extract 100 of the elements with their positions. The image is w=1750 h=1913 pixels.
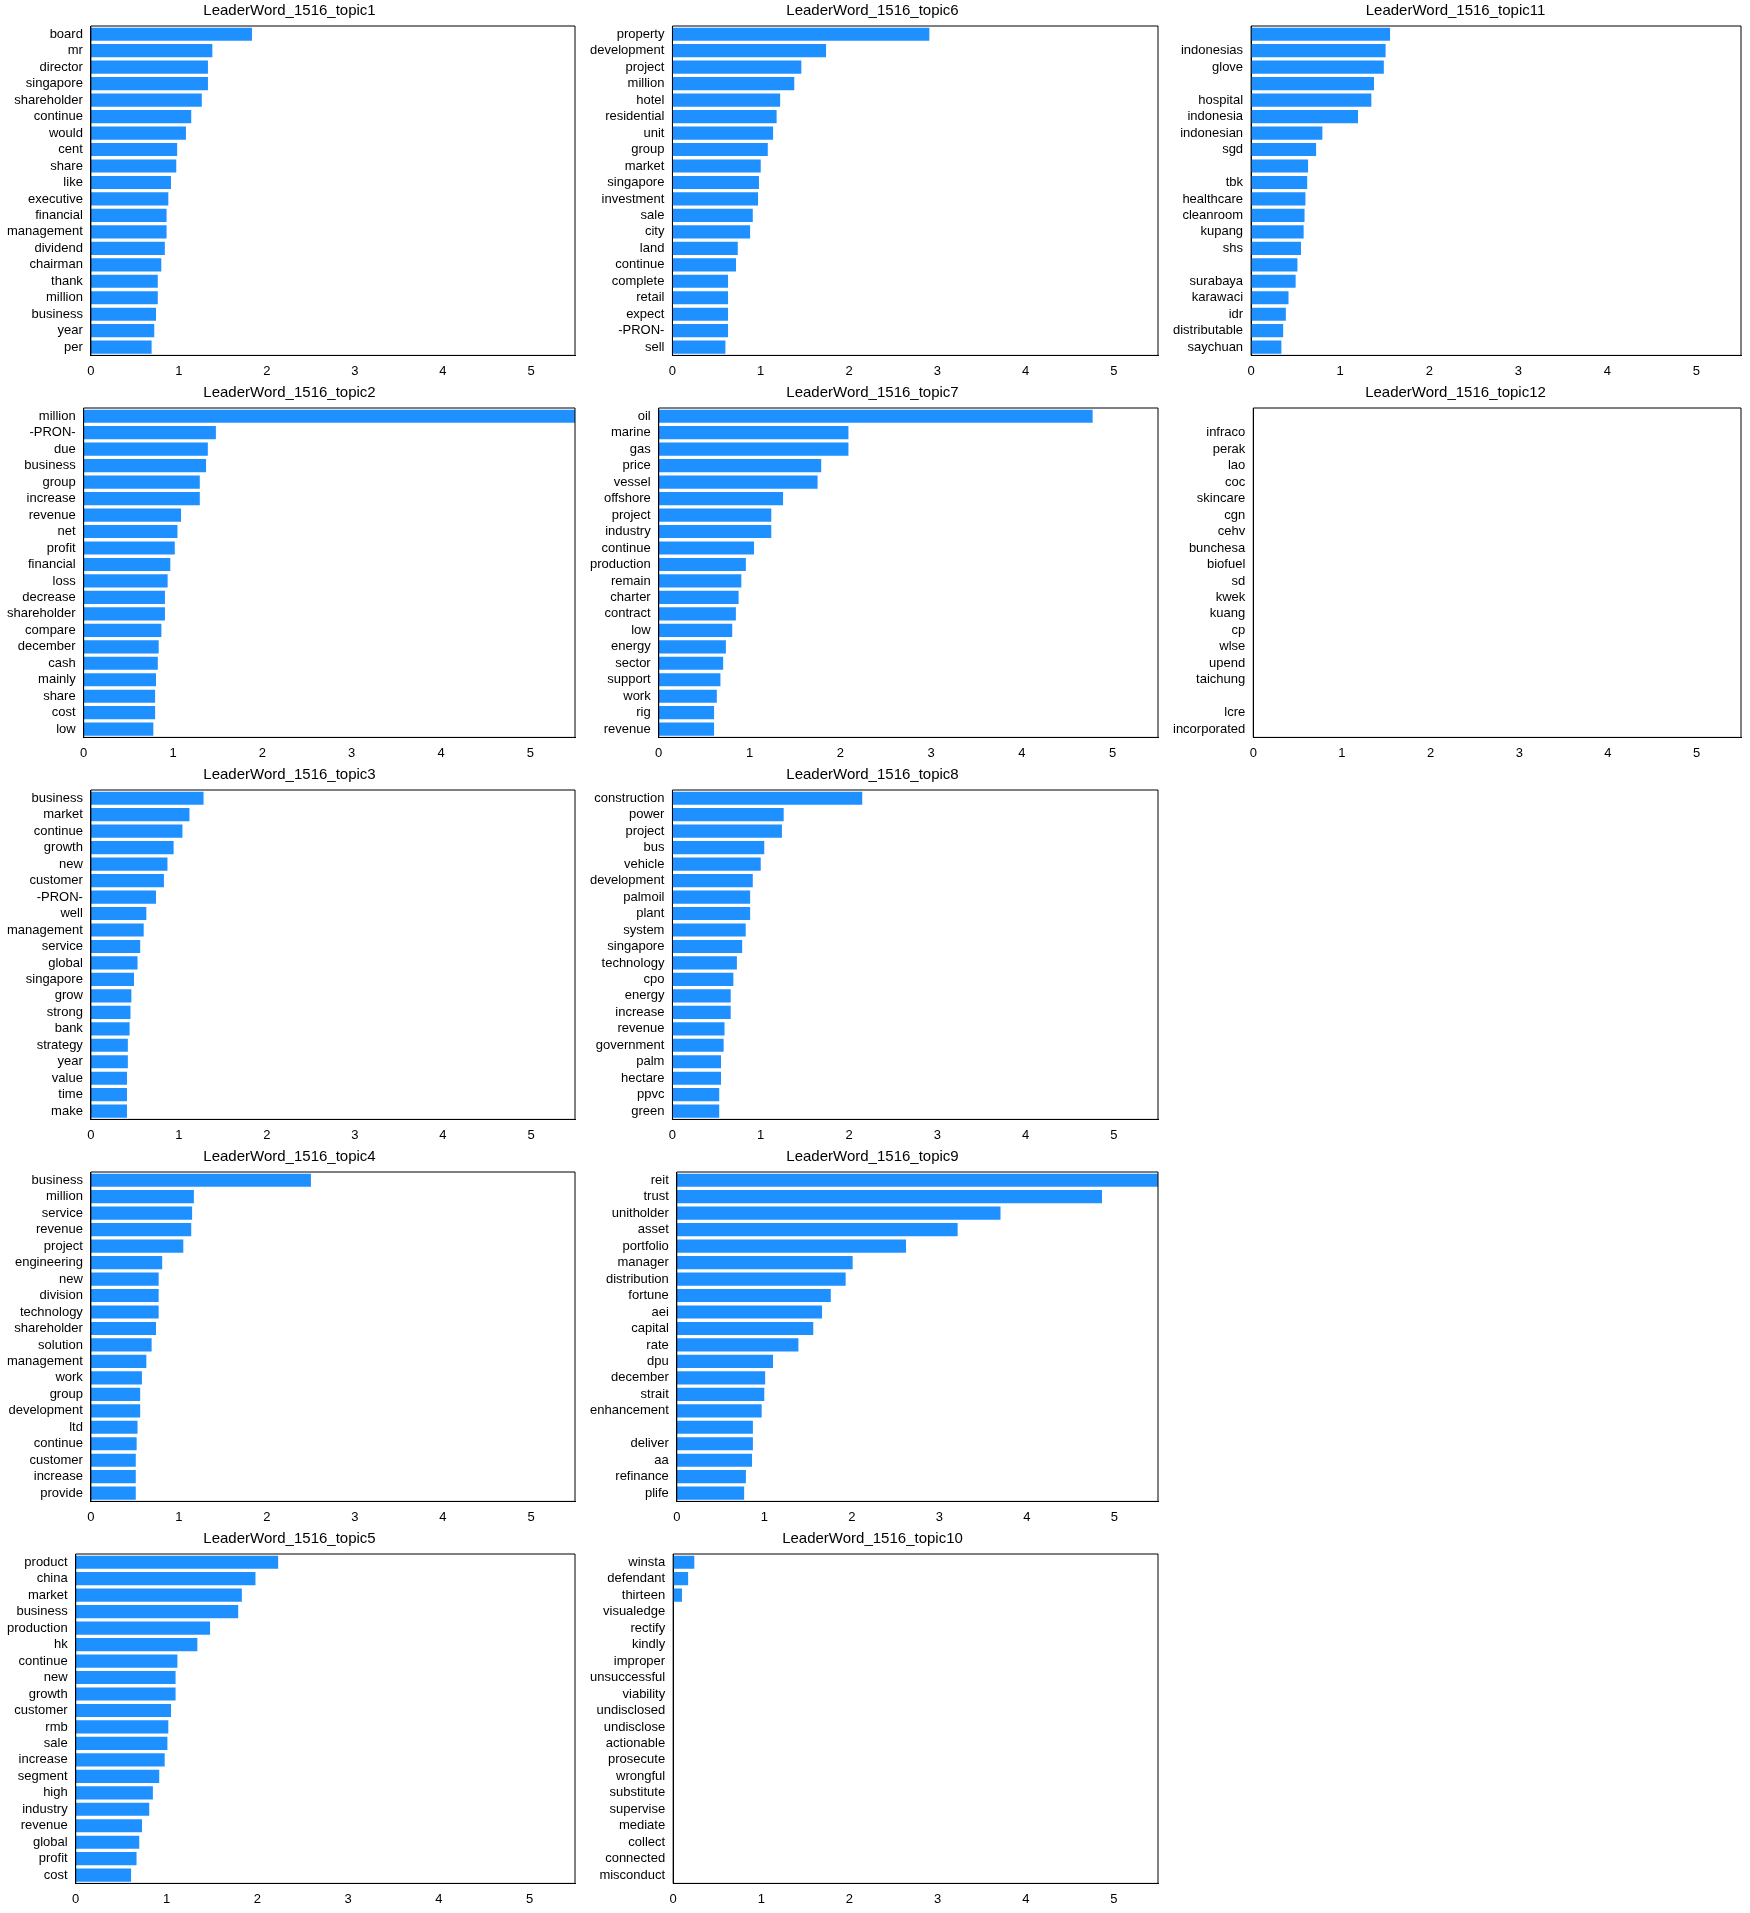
bar xyxy=(672,225,751,239)
bar xyxy=(90,1055,128,1069)
y-tick-label: global xyxy=(48,954,83,970)
y-tick-label: customer xyxy=(29,1451,84,1467)
y-tick-label: production xyxy=(589,556,651,572)
x-tick-label: 0 xyxy=(87,1126,95,1142)
x-tick-label: 4 xyxy=(439,362,447,378)
bar xyxy=(672,241,738,255)
bar xyxy=(90,1190,194,1204)
bar xyxy=(672,340,726,354)
y-tick-label: cgn xyxy=(1224,506,1246,522)
y-tick-label: bus xyxy=(643,839,665,855)
bar xyxy=(676,1321,814,1336)
y-tick-label: vessel xyxy=(613,473,651,489)
y-tick-label: strait xyxy=(640,1385,670,1401)
bar xyxy=(90,989,132,1003)
y-tick-label: rig xyxy=(636,704,651,720)
x-tick-label: 5 xyxy=(1110,1126,1118,1142)
y-tick-label: kwek xyxy=(1215,588,1246,604)
x-tick-label: 1 xyxy=(757,1890,765,1906)
bar xyxy=(676,1190,1102,1204)
x-tick-label: 2 xyxy=(848,1508,856,1524)
y-tick-label: singapore xyxy=(25,970,83,986)
y-tick-label: thank xyxy=(51,272,84,288)
bar xyxy=(90,1104,127,1118)
y-tick-label: management xyxy=(6,223,84,239)
y-tick-label: shareholder xyxy=(14,1320,84,1336)
x-tick-label: 4 xyxy=(435,1890,443,1906)
bar xyxy=(83,409,575,423)
y-tick-label: bank xyxy=(54,1020,84,1036)
x-tick-label: 2 xyxy=(258,744,266,760)
bar xyxy=(1251,93,1372,107)
bar xyxy=(672,60,802,74)
y-tick-label: new xyxy=(59,855,84,871)
x-tick-label: 4 xyxy=(1603,362,1612,378)
y-tick-label: collect xyxy=(628,1833,666,1849)
y-tick-label: misconduct xyxy=(599,1866,666,1882)
y-tick-label: remain xyxy=(610,572,651,588)
x-tick-label: 4 xyxy=(1021,362,1030,378)
y-tick-label: make xyxy=(51,1102,83,1118)
bar xyxy=(672,972,734,986)
bar xyxy=(672,192,759,206)
bar xyxy=(83,689,156,703)
y-tick-label: indonesia xyxy=(1187,108,1244,124)
x-tick-label: 2 xyxy=(845,1126,853,1142)
bar xyxy=(658,524,772,539)
bar xyxy=(90,159,177,173)
bar xyxy=(672,841,765,855)
y-tick-label: aei xyxy=(651,1303,669,1319)
y-tick-label: revenue xyxy=(28,506,76,522)
y-tick-label: oil xyxy=(637,407,651,423)
y-tick-label: low xyxy=(631,621,652,637)
y-tick-label: growth xyxy=(43,839,83,855)
y-tick-label: offshore xyxy=(603,490,651,506)
y-tick-label: continue xyxy=(33,108,83,124)
y-tick-label: rmb xyxy=(45,1718,68,1734)
bar xyxy=(90,27,252,41)
bar xyxy=(1251,241,1301,255)
bar xyxy=(90,1470,136,1484)
bar xyxy=(1251,291,1289,305)
x-tick-label: 0 xyxy=(655,744,663,760)
bar xyxy=(90,324,155,338)
bar xyxy=(1251,258,1298,272)
y-tick-label: taichung xyxy=(1196,671,1246,687)
y-tick-label: year xyxy=(57,1053,84,1069)
y-tick-label: prosecute xyxy=(608,1751,666,1767)
bar xyxy=(676,1272,846,1286)
y-tick-label: healthcare xyxy=(1182,190,1244,206)
y-tick-label: increase xyxy=(18,1751,68,1767)
y-tick-label: cpo xyxy=(643,970,665,986)
bar xyxy=(90,44,213,58)
y-tick-label: lcre xyxy=(1224,704,1246,720)
y-tick-label: high xyxy=(43,1784,68,1800)
bar xyxy=(90,1022,130,1036)
y-tick-label: share xyxy=(50,157,83,173)
y-tick-label: due xyxy=(53,440,76,456)
y-tick-label: rectify xyxy=(630,1619,666,1635)
y-tick-label: management xyxy=(6,921,84,937)
y-tick-label: -PRON- xyxy=(618,322,665,338)
y-tick-label: growth xyxy=(28,1685,68,1701)
y-tick-label: kuang xyxy=(1209,605,1246,621)
x-tick-label: 2 xyxy=(845,1890,854,1906)
bar xyxy=(90,824,183,838)
x-tick-label: 3 xyxy=(351,1508,359,1524)
y-tick-label: unitholder xyxy=(611,1204,670,1220)
x-tick-label: 1 xyxy=(175,1126,183,1142)
y-tick-label: global xyxy=(33,1833,68,1849)
bar xyxy=(676,1173,1158,1187)
x-tick-label: 4 xyxy=(1604,744,1612,760)
bar xyxy=(1251,27,1391,41)
bar xyxy=(676,1223,958,1237)
y-tick-label: service xyxy=(41,1204,83,1220)
bar xyxy=(672,291,729,305)
chart-title: LeaderWord_1516_topic4 xyxy=(203,1147,376,1165)
y-tick-label: coc xyxy=(1225,473,1246,489)
y-tick-label: industry xyxy=(22,1800,69,1816)
bar xyxy=(1251,274,1296,288)
bar xyxy=(90,1437,137,1451)
y-tick-label: sgd xyxy=(1222,141,1244,157)
x-tick-label: 4 xyxy=(437,744,445,760)
